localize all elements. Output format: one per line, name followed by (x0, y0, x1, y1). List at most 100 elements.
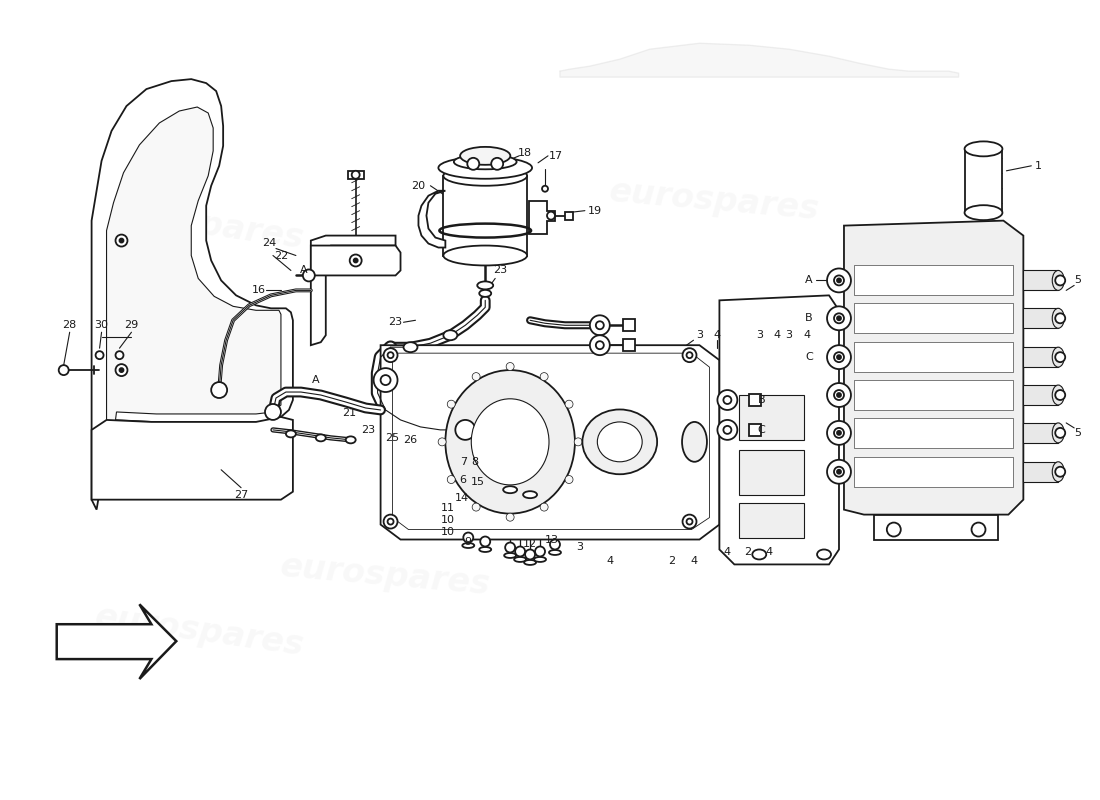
Circle shape (596, 342, 604, 349)
Circle shape (834, 352, 844, 362)
Text: 10: 10 (440, 526, 454, 537)
Text: 24: 24 (262, 238, 276, 247)
Ellipse shape (1053, 308, 1064, 328)
Circle shape (387, 518, 394, 525)
Circle shape (1055, 390, 1065, 400)
Circle shape (724, 396, 732, 404)
Polygon shape (418, 190, 446, 247)
Circle shape (116, 364, 128, 376)
Text: C: C (805, 352, 813, 362)
Text: 15: 15 (471, 477, 485, 486)
Circle shape (565, 400, 573, 408)
Circle shape (381, 375, 390, 385)
Text: 2: 2 (668, 557, 675, 566)
Bar (1023, 462, 1058, 482)
Text: 3: 3 (756, 330, 762, 340)
Text: 2: 2 (744, 547, 751, 558)
Circle shape (448, 400, 455, 408)
Polygon shape (381, 345, 719, 539)
Text: 28: 28 (63, 320, 77, 330)
Circle shape (1055, 314, 1065, 323)
Circle shape (374, 368, 397, 392)
Ellipse shape (514, 557, 526, 562)
Text: 17: 17 (549, 151, 563, 161)
Text: B: B (758, 395, 766, 405)
Circle shape (837, 355, 842, 359)
Bar (749, 424, 761, 436)
Circle shape (596, 322, 604, 330)
Bar (854, 380, 1013, 410)
Circle shape (455, 420, 475, 440)
Bar (854, 457, 1013, 486)
Text: B: B (805, 314, 813, 323)
Circle shape (481, 537, 491, 546)
Circle shape (834, 275, 844, 286)
Text: 22: 22 (274, 250, 288, 261)
Circle shape (350, 254, 362, 266)
Bar (1023, 308, 1058, 328)
Ellipse shape (965, 142, 1002, 156)
Polygon shape (529, 201, 556, 234)
Circle shape (682, 348, 696, 362)
Circle shape (837, 278, 842, 282)
Polygon shape (311, 235, 396, 345)
Circle shape (387, 352, 394, 358)
Ellipse shape (439, 157, 532, 178)
Circle shape (717, 420, 737, 440)
Polygon shape (107, 107, 280, 490)
Ellipse shape (503, 486, 517, 493)
Ellipse shape (480, 547, 492, 552)
Ellipse shape (345, 436, 355, 443)
Text: 7: 7 (460, 457, 466, 466)
Bar (1023, 423, 1058, 443)
Text: A: A (805, 275, 813, 286)
Circle shape (302, 270, 315, 282)
Circle shape (354, 258, 358, 262)
Text: 11: 11 (440, 502, 454, 513)
Ellipse shape (404, 342, 418, 352)
Circle shape (448, 475, 455, 483)
Circle shape (463, 533, 473, 542)
Polygon shape (873, 514, 999, 539)
Bar (854, 418, 1013, 448)
Text: 3: 3 (785, 330, 793, 340)
Text: 4: 4 (606, 557, 614, 566)
Circle shape (116, 234, 128, 246)
Text: 1: 1 (1035, 161, 1042, 171)
Bar (739, 450, 804, 494)
Circle shape (827, 345, 851, 369)
Text: 12: 12 (522, 539, 537, 550)
Text: 19: 19 (587, 206, 602, 216)
Circle shape (686, 518, 693, 525)
Circle shape (505, 542, 515, 553)
Bar (739, 395, 804, 440)
Polygon shape (393, 353, 710, 530)
Circle shape (120, 238, 123, 242)
Text: 25: 25 (385, 433, 399, 443)
Circle shape (565, 475, 573, 483)
Polygon shape (844, 221, 1023, 514)
Ellipse shape (462, 543, 474, 548)
Text: 16: 16 (252, 286, 266, 295)
Circle shape (492, 158, 503, 170)
Text: eurospares: eurospares (92, 600, 306, 662)
Text: 18: 18 (518, 148, 532, 158)
Polygon shape (348, 170, 364, 178)
Circle shape (590, 335, 609, 355)
Circle shape (724, 426, 732, 434)
Circle shape (1055, 275, 1065, 286)
Ellipse shape (535, 557, 546, 562)
Bar (965, 148, 1002, 213)
Bar (1023, 385, 1058, 405)
Circle shape (120, 368, 123, 372)
Circle shape (837, 316, 842, 320)
Circle shape (506, 362, 514, 370)
Circle shape (542, 186, 548, 192)
Circle shape (686, 352, 693, 358)
Ellipse shape (1053, 423, 1064, 443)
Ellipse shape (286, 430, 296, 438)
Ellipse shape (477, 282, 493, 290)
Circle shape (887, 522, 901, 537)
Circle shape (468, 158, 480, 170)
Circle shape (717, 390, 737, 410)
